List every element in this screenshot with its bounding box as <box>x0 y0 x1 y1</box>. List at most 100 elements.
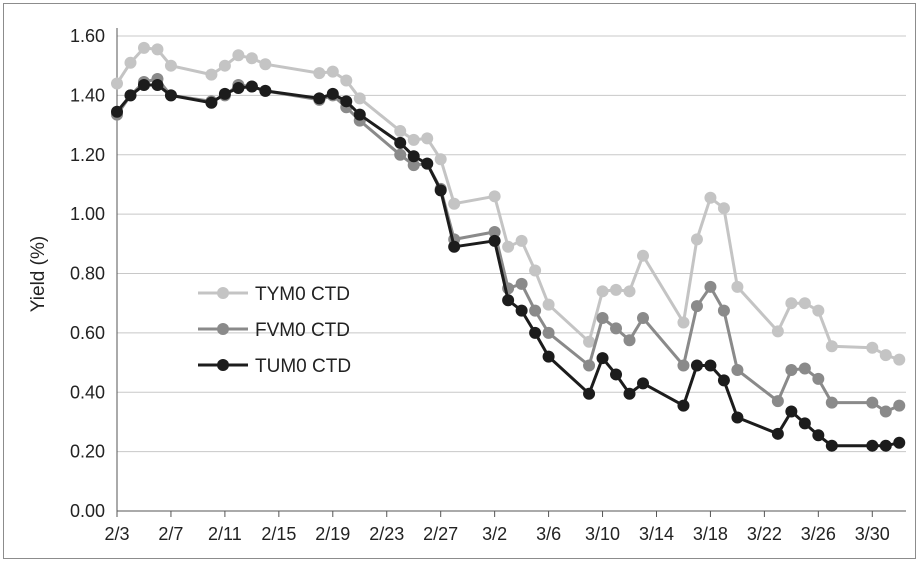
data-point <box>623 285 636 298</box>
data-point <box>866 439 879 452</box>
y-tick-labels: 0.00 0.20 0.40 0.60 0.80 1.00 1.20 1.40 1.60 <box>70 26 105 521</box>
data-point <box>812 372 825 385</box>
data-point <box>407 150 420 163</box>
data-point <box>677 399 690 412</box>
data-point <box>448 240 461 253</box>
data-point <box>583 335 596 348</box>
data-point <box>218 87 231 100</box>
data-point <box>677 359 690 372</box>
x-tick-label: 3/2 <box>482 524 507 544</box>
data-point <box>340 74 353 87</box>
data-point <box>812 429 825 442</box>
data-point <box>893 436 906 449</box>
data-point <box>353 108 366 121</box>
data-point <box>731 411 744 424</box>
data-point <box>205 68 218 81</box>
data-point <box>637 312 649 325</box>
data-point <box>771 395 784 408</box>
data-point <box>879 349 892 362</box>
x-tick-label: 2/11 <box>208 524 242 544</box>
data-point <box>690 233 703 246</box>
data-point <box>124 56 137 69</box>
legend-item: TYM0 CTD <box>198 284 350 305</box>
data-point <box>893 353 906 366</box>
data-point <box>596 352 609 365</box>
data-point <box>879 439 892 452</box>
data-point <box>259 84 272 97</box>
data-point <box>205 96 218 109</box>
data-point <box>542 298 555 311</box>
data-point <box>610 368 623 381</box>
y-tick-label: 0.40 <box>70 382 105 402</box>
x-tick-labels: 2/3 2/7 2/11 2/15 2/19 2/23 2/27 3/2 3/6 3/10 3/14… <box>104 511 890 544</box>
data-point <box>637 377 649 390</box>
legend-label: TUM0 CTD <box>255 356 351 377</box>
y-tick-label: 1.20 <box>70 145 105 165</box>
data-point <box>637 249 649 262</box>
series-line <box>115 46 900 362</box>
data-point <box>421 132 434 145</box>
y-tick-label: 0.20 <box>70 442 105 462</box>
data-point <box>529 326 542 339</box>
x-tick-label: 2/15 <box>261 524 296 544</box>
data-point <box>164 89 177 102</box>
data-point <box>137 78 150 91</box>
data-point <box>542 350 555 363</box>
data-point <box>313 67 326 80</box>
data-point <box>731 363 744 376</box>
x-tick-label: 3/18 <box>693 524 728 544</box>
data-point <box>340 95 353 108</box>
data-point <box>232 81 245 94</box>
y-tick-label: 1.40 <box>70 85 105 105</box>
data-point <box>394 125 407 137</box>
data-point <box>812 304 825 317</box>
data-point <box>232 49 245 62</box>
x-tick-label: 3/6 <box>536 524 561 544</box>
data-point <box>866 396 879 409</box>
data-point <box>866 341 879 354</box>
data-point <box>623 387 636 400</box>
data-point <box>407 159 420 172</box>
data-point <box>326 87 339 100</box>
data-point <box>448 197 461 210</box>
gridlines <box>117 35 906 453</box>
data-point <box>502 294 515 307</box>
data-point <box>218 59 231 72</box>
data-point <box>704 359 717 372</box>
y-tick-label: 0.60 <box>70 323 105 343</box>
chart-frame: 0.00 0.20 0.40 0.60 0.80 1.00 1.20 1.40 1.60 2/3… <box>3 3 916 559</box>
data-point <box>610 283 623 296</box>
x-tick-label: 2/27 <box>423 524 458 544</box>
data-point <box>515 277 528 290</box>
data-point <box>515 234 528 247</box>
y-tick-label: 0.80 <box>70 264 105 284</box>
x-tick-label: 2/19 <box>315 524 350 544</box>
y-tick-label: 1.60 <box>70 26 105 46</box>
data-point <box>717 374 730 387</box>
data-point <box>825 396 838 409</box>
data-point <box>731 280 744 293</box>
data-point <box>353 92 366 105</box>
data-point <box>690 359 703 372</box>
x-tick-label: 3/30 <box>855 524 890 544</box>
series-tum0-ctd <box>111 78 906 452</box>
series-layer <box>111 41 906 452</box>
x-tick-label: 3/10 <box>585 524 620 544</box>
legend-label: FVM0 CTD <box>255 320 350 341</box>
data-point <box>798 297 811 310</box>
data-point <box>515 304 528 317</box>
data-point <box>164 59 177 72</box>
data-point <box>259 58 272 71</box>
yield-chart: 0.00 0.20 0.40 0.60 0.80 1.00 1.20 1.40 1.60 2/3… <box>28 26 906 544</box>
data-point <box>825 340 838 353</box>
data-point <box>583 387 596 400</box>
data-point <box>785 297 798 310</box>
data-point <box>434 184 447 197</box>
data-point <box>717 304 730 317</box>
x-tick-label: 3/26 <box>801 524 836 544</box>
data-point <box>583 359 596 372</box>
y-tick-label: 0.00 <box>70 501 105 521</box>
data-point <box>879 405 892 418</box>
data-point <box>394 136 407 149</box>
legend: TYM0 CTD FVM0 CTD TUM0 CTD <box>198 284 351 377</box>
